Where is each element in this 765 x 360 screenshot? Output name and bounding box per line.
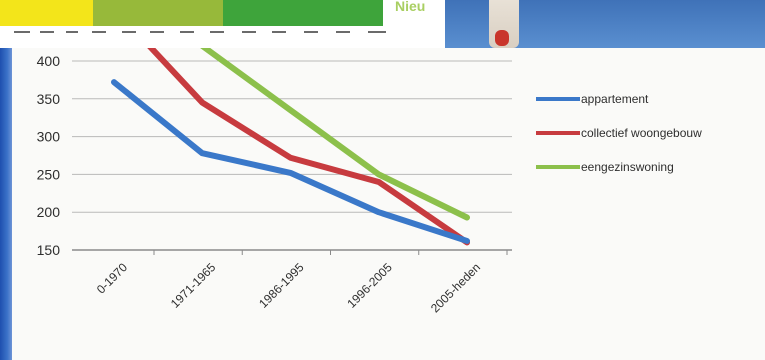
banner-tiny-scale: [14, 31, 386, 33]
y-tick-label: 350: [37, 91, 61, 107]
left-decorative-strip: [0, 0, 12, 360]
banner-partial-text: Nieu: [395, 0, 426, 14]
thermometer-bulb-icon: [495, 30, 509, 46]
y-axis-ticks: 150 200 250 300 350 400: [37, 53, 61, 258]
x-tick-label: 0-1970: [94, 260, 131, 297]
series-lines: [111, 48, 470, 246]
legend-label: collectief woongebouw: [581, 126, 702, 140]
top-banner: Nieu: [0, 0, 445, 48]
banner-yellow-band: [0, 0, 93, 26]
y-tick-label: 300: [37, 129, 61, 145]
banner-olive-band: [93, 0, 223, 26]
y-tick-label: 200: [37, 204, 61, 220]
x-tick-label: 2005-heden: [428, 260, 483, 315]
y-tick-label: 150: [37, 242, 61, 258]
series-line-eengezinswoning: [200, 48, 470, 221]
legend-label: eengezinswoning: [581, 160, 674, 174]
x-tick-label: 1996-2005: [344, 260, 395, 311]
y-tick-label: 400: [37, 53, 61, 69]
series-line-collectief-woongebouw: [147, 48, 470, 246]
banner-green-band: [223, 0, 383, 26]
x-axis-ticks: 0-1970 1971-1965 1986-1995 1996-2005 2005-he…: [94, 250, 508, 315]
gridlines: [72, 60, 512, 251]
y-tick-label: 250: [37, 166, 61, 182]
series-line-appartement: [111, 79, 470, 244]
x-tick-label: 1971-1965: [168, 260, 219, 311]
legend: appartement collectief woongebouw eengezin…: [536, 92, 702, 174]
x-tick-label: 1986-1995: [256, 260, 307, 311]
legend-label: appartement: [581, 92, 649, 106]
